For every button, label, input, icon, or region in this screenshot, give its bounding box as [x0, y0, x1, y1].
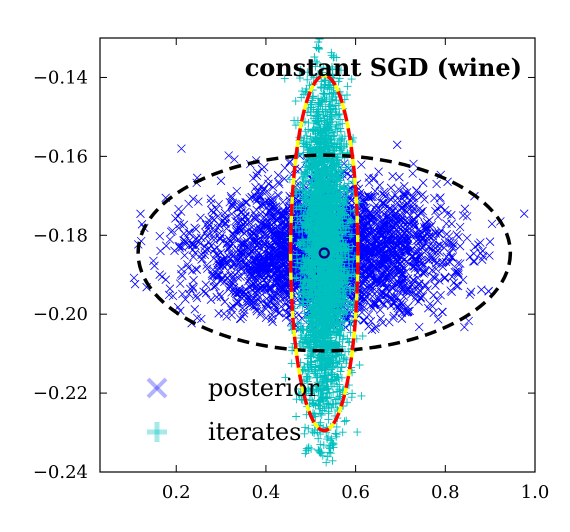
y-tick-label: −0.20: [33, 304, 88, 325]
iterate-markers: [280, 38, 367, 467]
y-tick-label: −0.22: [33, 383, 88, 404]
legend-marker-iterates: [147, 422, 167, 442]
axes-frame: [99, 37, 536, 473]
y-tick-label: −0.18: [33, 225, 88, 246]
center-marker: [318, 247, 330, 259]
x-tick-label: 0.2: [162, 482, 191, 503]
y-tick-label: −0.14: [33, 67, 88, 88]
ellipse-0: [136, 153, 513, 353]
y-tick-label: −0.24: [33, 462, 88, 483]
chart-title: constant SGD (wine): [245, 53, 522, 82]
x-tick-label: 0.8: [431, 482, 460, 503]
legend-marker-posterior: [146, 377, 168, 399]
legend-label-posterior: posterior: [208, 374, 320, 402]
legend-label-iterates: iterates: [208, 418, 301, 446]
axes: 0.2 0.4 0.6 0.8 1.0 −0.14 −0.16 −0.18 −0.20 −0.22…: [33, 37, 550, 503]
x-tick-label: 0.4: [252, 482, 281, 503]
center-marker-layer: [318, 247, 330, 259]
ellipse-2: [288, 73, 360, 433]
iterate-points: [280, 38, 367, 467]
x-tick-label: 0.6: [341, 482, 370, 503]
x-tick-label: 1.0: [521, 482, 550, 503]
covariance-ellipses: [136, 73, 513, 433]
y-tick-label: −0.16: [33, 146, 88, 167]
legend: posterior iterates: [146, 374, 320, 446]
plot-area: [129, 38, 529, 467]
